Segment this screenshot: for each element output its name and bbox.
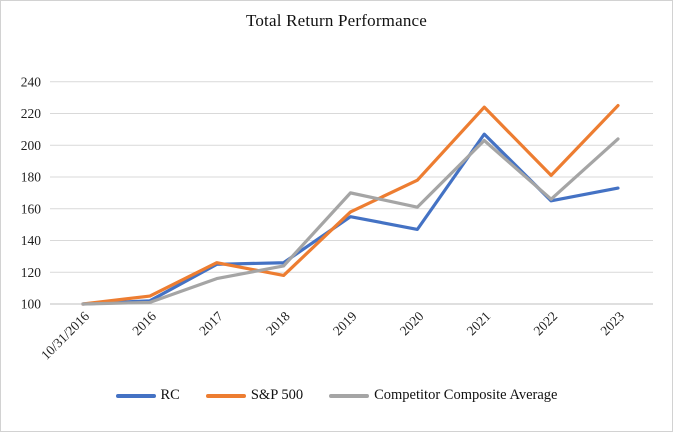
x-tick-label: 2016	[129, 308, 159, 338]
sp500-line-swatch-icon	[205, 393, 246, 398]
rc-line-swatch-icon	[115, 393, 156, 398]
x-tick-label: 2019	[330, 308, 360, 338]
y-tick-label: 200	[21, 138, 42, 153]
competitor-line-swatch-icon	[329, 393, 370, 398]
y-tick-label: 220	[21, 106, 42, 121]
x-tick-label: 2022	[531, 309, 561, 339]
legend-item-competitor: Competitor Composite Average	[329, 387, 557, 404]
legend: RC S&P 500 Competitor Composite Average	[1, 387, 672, 404]
x-tick-label: 2020	[397, 308, 427, 338]
x-tick-label: 2023	[597, 308, 627, 338]
series-line-competitor-composite-average	[81, 137, 620, 306]
legend-label-rc: RC	[160, 387, 180, 403]
x-tick-label: 10/31/2016	[38, 308, 92, 362]
legend-item-rc: RC	[115, 387, 180, 404]
x-tick-label: 2018	[263, 308, 293, 338]
x-tick-label: 2021	[464, 309, 494, 339]
y-tick-label: 180	[21, 170, 42, 185]
y-tick-label: 120	[21, 265, 42, 280]
y-tick-label: 240	[21, 74, 42, 89]
legend-item-sp500: S&P 500	[205, 387, 304, 404]
legend-label-competitor: Competitor Composite Average	[374, 387, 558, 403]
legend-label-sp500: S&P 500	[250, 387, 304, 403]
y-tick-label: 140	[21, 233, 42, 248]
x-tick-label: 2017	[196, 308, 226, 338]
y-tick-label: 100	[21, 297, 42, 312]
y-tick-label: 160	[21, 201, 42, 216]
chart-title: Total Return Performance	[245, 11, 428, 30]
series-line-s-p-500	[81, 103, 620, 306]
